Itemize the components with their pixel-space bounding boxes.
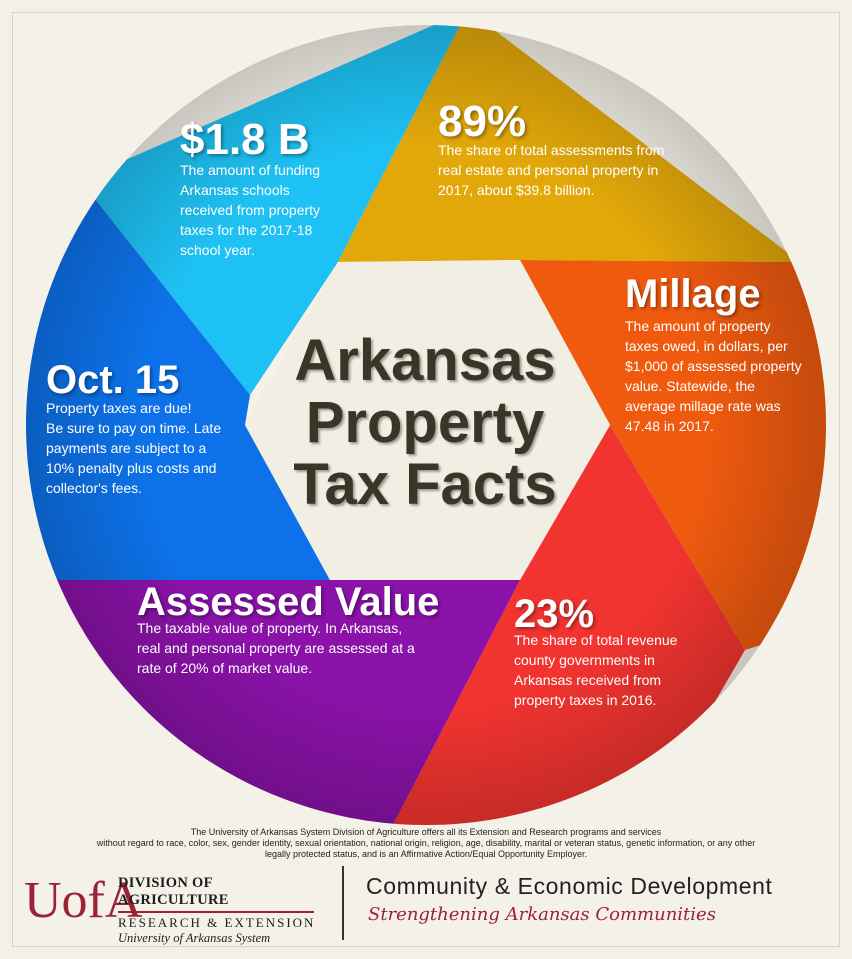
fact-assessments: 89% The share of total assessments from … [438, 100, 698, 200]
logo-rule [118, 911, 314, 913]
fact-county-line: Arkansas received from [514, 672, 662, 688]
fact-assessed-value-line: real and personal property are assessed … [137, 640, 415, 656]
fact-millage-line: value. Statewide, the [625, 378, 755, 394]
fact-county-line: county governments in [514, 652, 655, 668]
fact-millage-line: $1,000 of assessed property [625, 358, 802, 374]
fact-funding-line: Arkansas schools [180, 182, 290, 198]
fact-due-date: Oct. 15 Property taxes are due! Be sure … [46, 360, 256, 498]
fact-millage-headline: Millage [625, 272, 761, 316]
uofa-division-logo: UofA DIVISION OF AGRICULTURE RESEARCH & … [24, 872, 324, 945]
tagline: Strengthening Arkansas Communities [368, 904, 716, 925]
fact-county-line: property taxes in 2016. [514, 692, 657, 708]
fact-funding-line: The amount of funding [180, 162, 321, 178]
fact-millage-line: average millage rate was [625, 398, 781, 414]
fact-due-date-line: collector's fees. [46, 480, 143, 496]
fact-funding-line: received from property [180, 202, 321, 218]
fact-funding: $1.8 B The amount of funding Arkansas sc… [180, 118, 360, 260]
division-name: DIVISION OF AGRICULTURE [118, 875, 229, 908]
fact-assessed-value-line: rate of 20% of market value. [137, 660, 313, 676]
fact-assessed-value-headline: Assessed Value [137, 580, 440, 624]
fact-due-date-line: payments are subject to a [46, 440, 207, 456]
fact-funding-headline: $1.8 B [180, 115, 310, 164]
fact-county-line: The share of total revenue [514, 632, 678, 648]
university-system: University of Arkansas System [118, 930, 271, 945]
disclaimer-line: legally protected status, and is an Affi… [264, 849, 587, 859]
title-line-3: Tax Facts [293, 452, 557, 517]
fact-millage: Millage The amount of property taxes owe… [625, 274, 825, 436]
fact-county: 23% The share of total revenue county go… [514, 594, 714, 710]
fact-millage-line: 47.48 in 2017. [625, 418, 714, 434]
fact-due-date-line: 10% penalty plus costs and [46, 460, 217, 476]
fact-assessed-value: Assessed Value The taxable value of prop… [137, 582, 447, 678]
fact-county-headline: 23% [514, 592, 595, 636]
fact-funding-line: school year. [180, 242, 255, 258]
title-line-2: Property [305, 390, 545, 455]
title-line-1: Arkansas [294, 328, 556, 393]
fact-due-date-line: Be sure to pay on time. Late [46, 420, 222, 436]
eeo-disclaimer: The University of Arkansas System Divisi… [20, 827, 832, 860]
fact-due-date-headline: Oct. 15 [46, 358, 180, 402]
page-title: Arkansas Property Tax Facts [270, 330, 580, 516]
department-name: Community & Economic Development [366, 873, 773, 899]
fact-assessments-line: real estate and personal property in [438, 162, 659, 178]
footer-divider [342, 866, 344, 940]
fact-millage-line: taxes owed, in dollars, per [625, 338, 788, 354]
fact-assessed-value-line: The taxable value of property. In Arkans… [137, 620, 403, 636]
disclaimer-line: without regard to race, color, sex, gend… [96, 838, 756, 848]
fact-assessments-headline: 89% [438, 97, 527, 146]
disclaimer-line: The University of Arkansas System Divisi… [190, 827, 662, 837]
fact-due-date-line: Property taxes are due! [46, 400, 192, 416]
fact-funding-line: taxes for the 2017-18 [180, 222, 313, 238]
fact-millage-line: The amount of property [625, 318, 771, 334]
fact-assessments-line: The share of total assessments from [438, 142, 665, 158]
fact-assessments-line: 2017, about $39.8 billion. [438, 182, 595, 198]
uofa-logo-mark: UofA [24, 872, 143, 929]
research-extension: RESEARCH & EXTENSION [118, 914, 316, 930]
